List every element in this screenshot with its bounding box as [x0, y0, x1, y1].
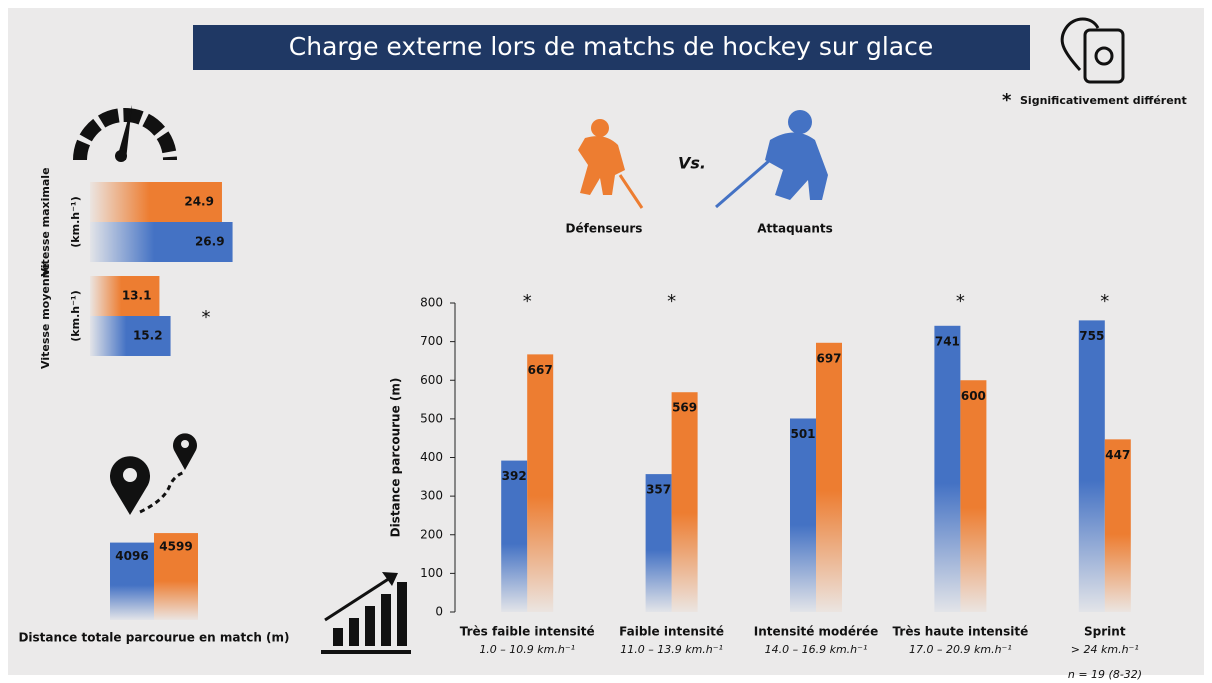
category-label: Vitesse moyenne: [39, 263, 52, 369]
title-banner: [193, 25, 1030, 70]
bar: [90, 182, 222, 222]
speedometer-icon: [73, 105, 177, 162]
attacker-icon: [715, 110, 828, 209]
x-tick-label: Intensité modérée: [754, 625, 878, 639]
value-label: 4096: [115, 549, 148, 563]
bar: [790, 418, 816, 612]
y-tick-label: 500: [420, 411, 443, 425]
bar: [527, 354, 554, 612]
x-tick-label: Sprint: [1084, 625, 1126, 639]
value-label: 755: [1079, 329, 1104, 343]
bar: [110, 542, 154, 620]
bar: [645, 474, 672, 612]
legend-text: Significativement différent: [1020, 94, 1187, 107]
y-tick-label: 200: [420, 527, 443, 541]
value-label: 600: [961, 389, 986, 403]
significance: *: [523, 291, 532, 312]
value-label: 4599: [159, 540, 192, 554]
gps-icon: [1060, 17, 1125, 84]
unit-label: (km.h⁻¹): [69, 196, 82, 247]
y-tick-label: 700: [420, 334, 443, 348]
x-tick-sublabel: 1.0 – 10.9 km.h⁻¹: [479, 643, 575, 656]
x-tick-label: Faible intensité: [619, 625, 724, 639]
x-tick-sublabel: 11.0 – 13.9 km.h⁻¹: [620, 643, 723, 656]
unit-label: (km.h⁻¹): [69, 290, 82, 341]
footnote: n = 19 (8-32): [1068, 668, 1142, 681]
versus: Vs.: [678, 154, 706, 173]
bar: [90, 276, 160, 316]
y-tick-label: 400: [420, 450, 443, 464]
value-label: 447: [1105, 448, 1130, 462]
bar: [816, 342, 842, 612]
significance: *: [956, 291, 965, 312]
chart-title: Distance totale parcourue en match (m): [18, 631, 289, 645]
category-label: Vitesse maximale: [39, 167, 52, 276]
value-label: 24.9: [184, 195, 214, 209]
bar: [501, 460, 528, 612]
x-tick-sublabel: > 24 km.h⁻¹: [1071, 643, 1139, 656]
legend-symbol: *: [1002, 90, 1012, 111]
defender-icon: [578, 119, 644, 209]
bar: [90, 222, 233, 262]
x-tick-sublabel: 17.0 – 20.9 km.h⁻¹: [909, 643, 1012, 656]
bar: [1078, 320, 1105, 612]
value-label: 26.9: [195, 235, 225, 249]
route-icon: [109, 433, 197, 515]
value-label: 13.1: [122, 289, 152, 303]
y-tick-label: 100: [420, 566, 443, 580]
x-tick-label: Très haute intensité: [893, 625, 1029, 639]
y-tick-label: 0: [435, 605, 443, 619]
bar: [154, 533, 198, 620]
title: Charge externe lors de matchs de hockey …: [289, 32, 933, 61]
bar: [1104, 439, 1131, 612]
bar: [934, 325, 961, 612]
value-label: 392: [502, 469, 527, 483]
legend-label: Défenseurs: [566, 222, 643, 236]
value-label: 741: [935, 334, 960, 348]
value-label: 15.2: [133, 329, 163, 343]
significance: *: [202, 307, 211, 328]
background: [8, 8, 1204, 675]
value-label: 569: [672, 401, 697, 415]
significance: *: [1100, 291, 1109, 312]
significance: *: [667, 291, 676, 312]
value-label: 357: [646, 483, 671, 497]
bar: [90, 316, 171, 356]
value-label: 697: [816, 351, 841, 365]
bar: [671, 392, 698, 612]
value-label: 667: [528, 363, 553, 377]
y-axis-label: Distance parcourue (m): [389, 378, 403, 538]
x-tick-sublabel: 14.0 – 16.9 km.h⁻¹: [765, 643, 868, 656]
bar: [960, 380, 987, 612]
y-tick-label: 800: [420, 296, 443, 310]
y-tick-label: 300: [420, 489, 443, 503]
y-tick-label: 600: [420, 373, 443, 387]
growth-icon: [321, 572, 411, 654]
x-tick-label: Très faible intensité: [460, 625, 595, 639]
legend-label: Attaquants: [757, 222, 833, 236]
value-label: 501: [790, 427, 815, 441]
